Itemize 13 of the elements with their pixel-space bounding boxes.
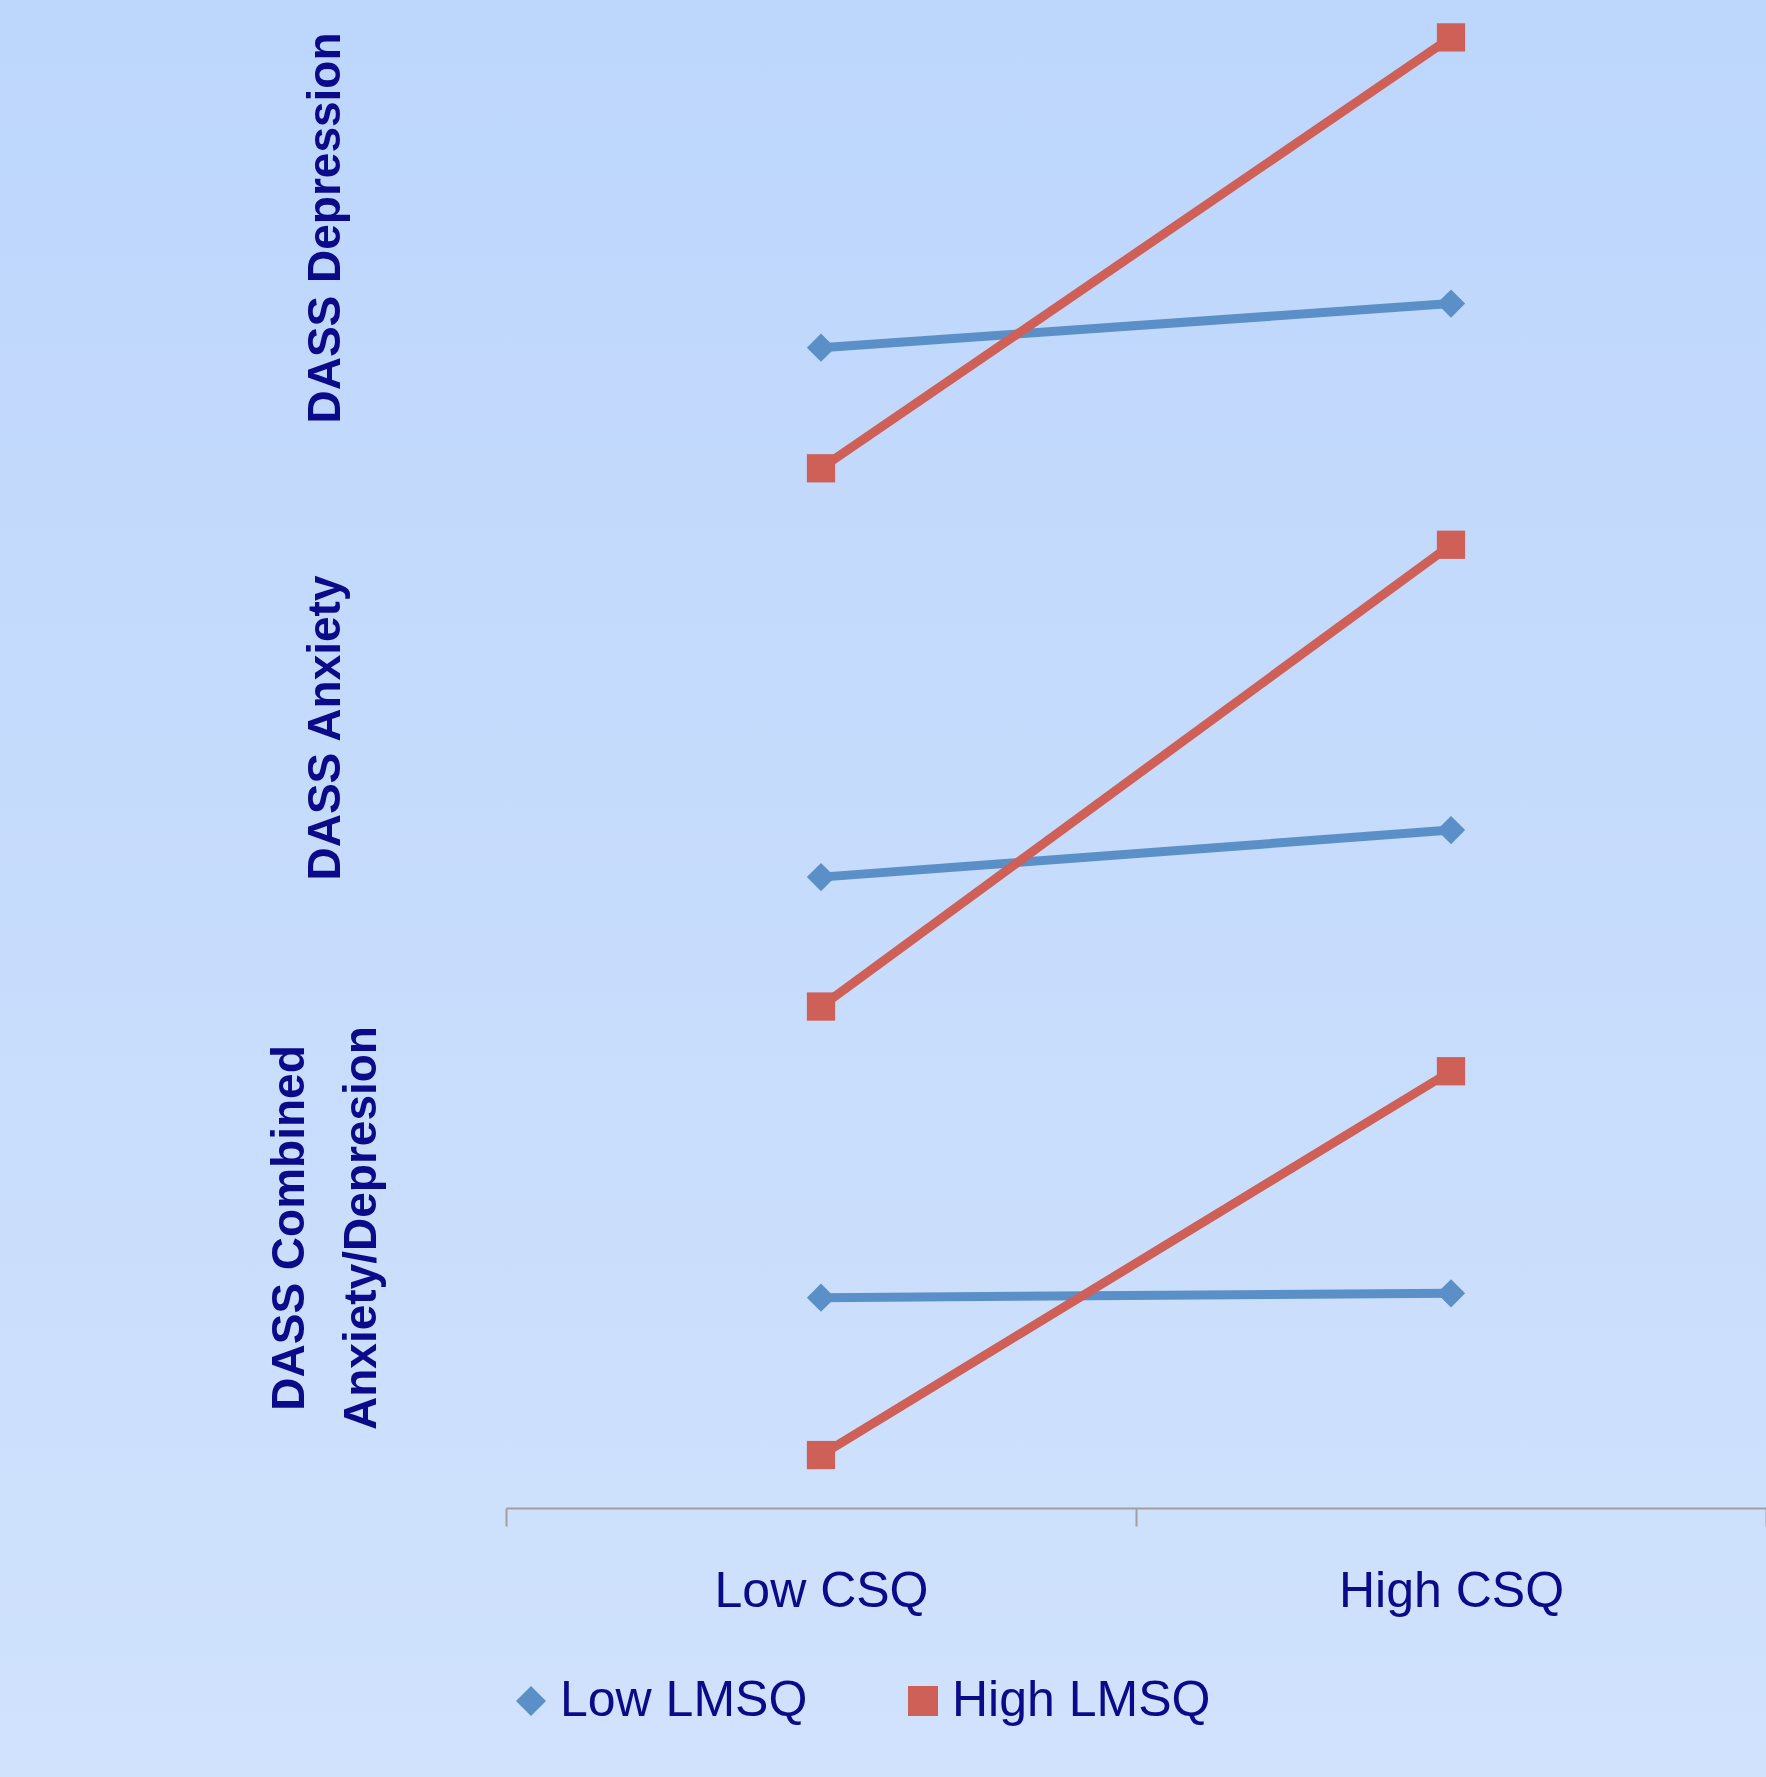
point [1436, 23, 1466, 52]
point [806, 1440, 836, 1470]
x-tick-label: High CSQ [1338, 1561, 1565, 1618]
point [1436, 530, 1466, 559]
legend-label: Low LMSQ [560, 1671, 808, 1727]
text: DASS Combined Anxiety/Depresion [262, 1026, 386, 1430]
point [1436, 1057, 1466, 1086]
point [806, 454, 836, 483]
legend-label: High LMSQ [952, 1671, 1211, 1727]
text: DASS Anxiety [298, 575, 350, 881]
text: DASS Depression [298, 32, 350, 424]
point [806, 992, 836, 1021]
x-tick-label: Low CSQ [714, 1561, 929, 1618]
